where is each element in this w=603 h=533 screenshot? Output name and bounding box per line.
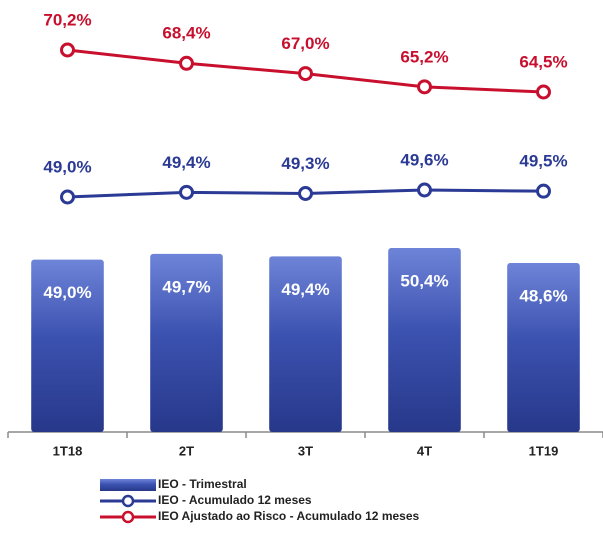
line-marker [298, 186, 313, 201]
line-value-label: 49,5% [519, 152, 567, 171]
line-value-label: 49,4% [162, 153, 210, 172]
legend-label: IEO Ajustado ao Risco - Acumulado 12 mes… [158, 509, 420, 523]
bar [507, 263, 580, 432]
legend-marker [121, 494, 135, 508]
line-marker [536, 84, 551, 100]
x-tick-label: 1T19 [529, 443, 559, 458]
line-marker [536, 183, 551, 199]
bar-value-label: 50,4% [400, 271, 448, 290]
x-tick-label: 4T [417, 443, 432, 458]
line-value-label: 68,4% [162, 24, 210, 43]
line-value-label: 64,5% [519, 52, 567, 71]
line-marker [417, 79, 432, 95]
x-tick-label: 1T18 [53, 443, 83, 458]
bar [31, 259, 104, 432]
legend-label: IEO - Acumulado 12 meses [158, 493, 312, 507]
bar [388, 248, 461, 432]
legend-swatch [100, 479, 156, 491]
line-marker [60, 189, 75, 205]
legend-marker [121, 510, 135, 524]
bar [269, 256, 342, 432]
line-value-label: 65,2% [400, 47, 448, 66]
bar [150, 253, 223, 432]
legend-label: IEO - Trimestral [158, 477, 247, 491]
line-value-label: 49,3% [281, 154, 329, 173]
line-value-label: 70,2% [43, 10, 91, 29]
x-tick-label: 3T [298, 443, 313, 458]
line-value-label: 49,0% [43, 157, 91, 176]
x-tick-label: 2T [179, 443, 194, 458]
line-marker [417, 182, 432, 198]
line-marker [179, 184, 194, 200]
bar-value-label: 48,6% [519, 286, 567, 305]
bar-value-label: 49,7% [162, 277, 210, 296]
line-value-label: 49,6% [400, 150, 448, 169]
bar-value-label: 49,0% [43, 283, 91, 302]
line-value-label: 67,0% [281, 34, 329, 53]
line-marker [60, 42, 75, 58]
line-marker [179, 55, 194, 71]
line-marker [298, 66, 313, 82]
bar-value-label: 49,4% [281, 280, 329, 299]
